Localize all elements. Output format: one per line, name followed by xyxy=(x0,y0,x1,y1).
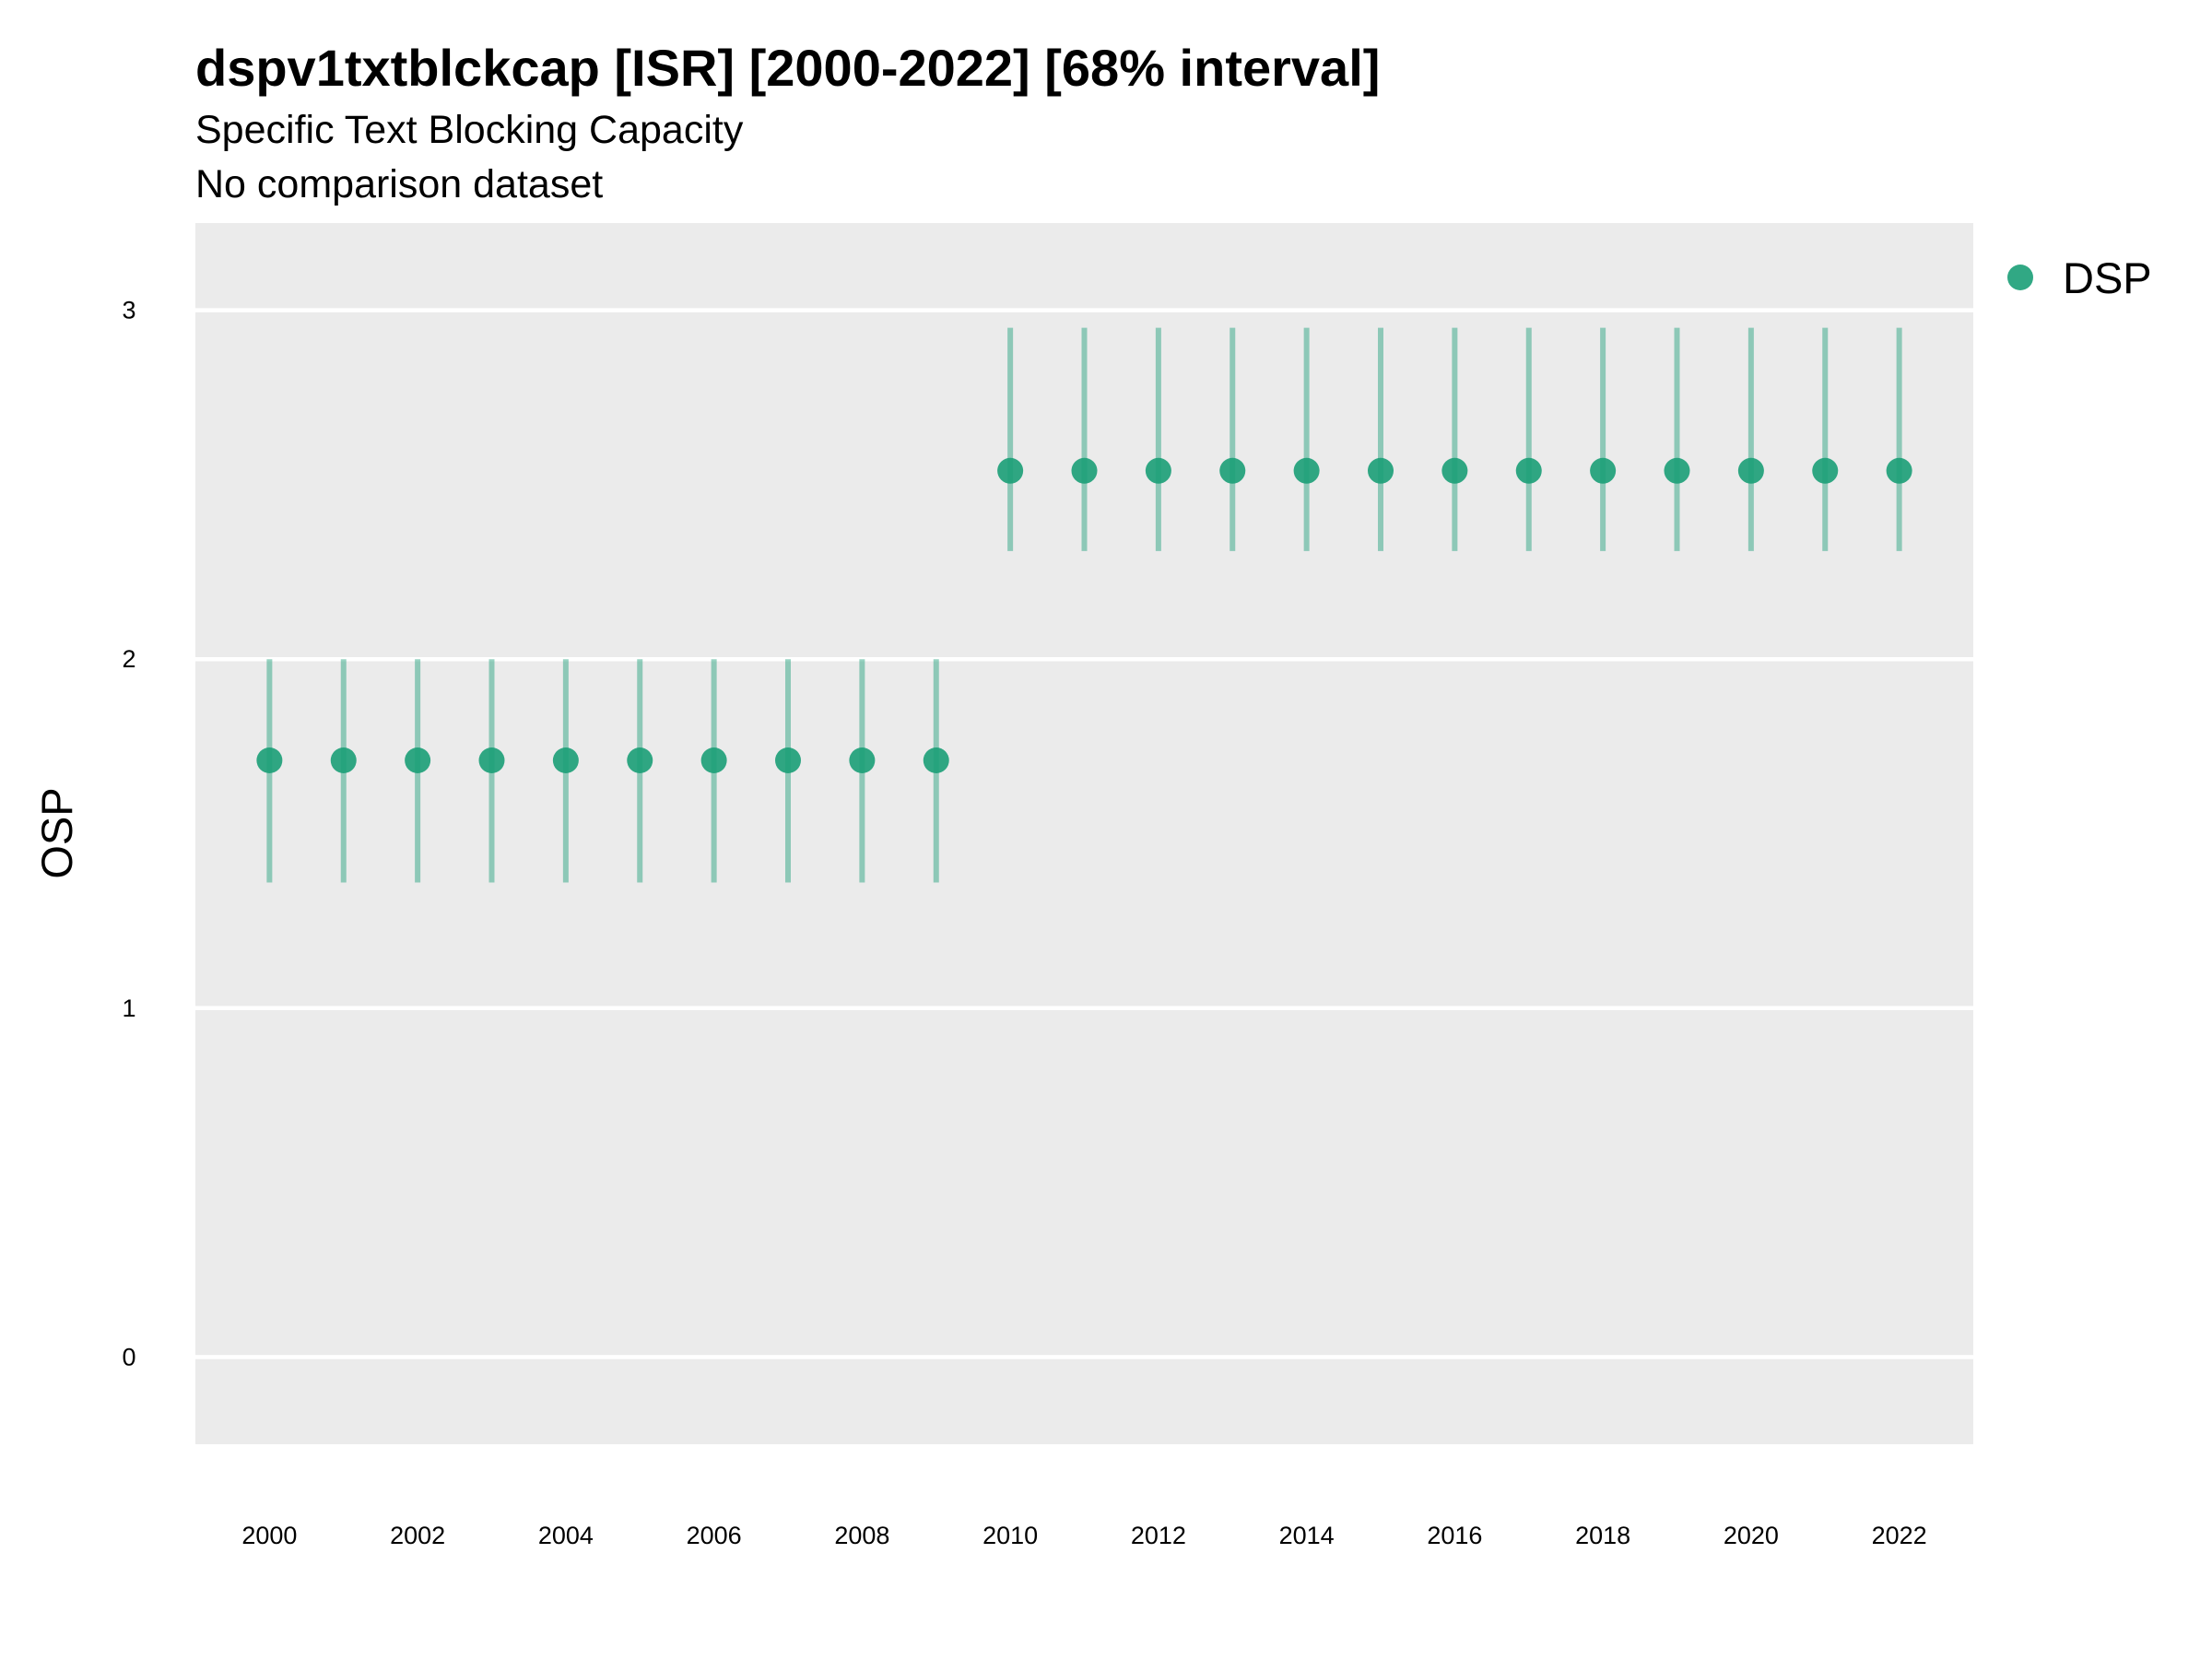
x-tick-label: 2012 xyxy=(1131,1522,1186,1549)
data-point xyxy=(700,747,727,773)
data-point xyxy=(1145,457,1171,484)
x-tick-label: 2000 xyxy=(241,1522,297,1549)
x-tick-label: 2014 xyxy=(1279,1522,1335,1549)
data-point xyxy=(478,747,505,773)
grid-lines xyxy=(195,308,1973,1359)
data-point xyxy=(1812,457,1839,484)
y-tick-label: 0 xyxy=(122,1343,135,1371)
x-tick-label: 2016 xyxy=(1427,1522,1482,1549)
data-point xyxy=(552,747,579,773)
x-tick-label: 2004 xyxy=(538,1522,594,1549)
data-point xyxy=(1664,457,1690,484)
data-point xyxy=(1071,457,1098,484)
y-axis-label: OSP xyxy=(32,787,81,878)
data-point xyxy=(256,747,283,773)
data-point xyxy=(1441,457,1468,484)
y-axis-ticks: 0 1 2 3 xyxy=(122,297,135,1371)
x-tick-label: 2022 xyxy=(1872,1522,1927,1549)
data-point xyxy=(997,457,1024,484)
data-points xyxy=(256,457,1912,773)
x-tick-label: 2010 xyxy=(982,1522,1038,1549)
data-point xyxy=(627,747,653,773)
x-axis-ticks: 2000 2002 2004 2006 2008 2010 2012 2014 2016 2018… xyxy=(241,1522,1926,1549)
data-point xyxy=(405,747,431,773)
data-point xyxy=(849,747,876,773)
data-point xyxy=(1886,457,1912,484)
data-point xyxy=(330,747,357,773)
x-tick-label: 2006 xyxy=(687,1522,742,1549)
data-point xyxy=(1219,457,1246,484)
legend: DSP xyxy=(2007,253,2152,302)
y-tick-label: 1 xyxy=(122,994,135,1022)
data-point xyxy=(1515,457,1542,484)
y-tick-label: 2 xyxy=(122,645,135,673)
plot-panel xyxy=(195,223,1973,1444)
legend-label-dsp: DSP xyxy=(2063,253,2152,302)
data-point xyxy=(1368,457,1394,484)
chart-subtitle-2: No comparison dataset xyxy=(195,162,603,206)
x-tick-label: 2002 xyxy=(390,1522,445,1549)
x-tick-label: 2018 xyxy=(1575,1522,1630,1549)
data-point xyxy=(923,747,949,773)
legend-key-dsp xyxy=(2007,265,2033,290)
chart-subtitle: Specific Text Blocking Capacity xyxy=(195,108,744,152)
y-tick-label: 3 xyxy=(122,297,135,324)
data-point xyxy=(1293,457,1320,484)
data-point xyxy=(1737,457,1764,484)
x-tick-label: 2008 xyxy=(834,1522,889,1549)
data-point xyxy=(1590,457,1617,484)
chart-title: dspv1txtblckcap [ISR] [2000-2022] [68% i… xyxy=(195,39,1380,97)
data-point xyxy=(775,747,801,773)
x-tick-label: 2020 xyxy=(1724,1522,1779,1549)
